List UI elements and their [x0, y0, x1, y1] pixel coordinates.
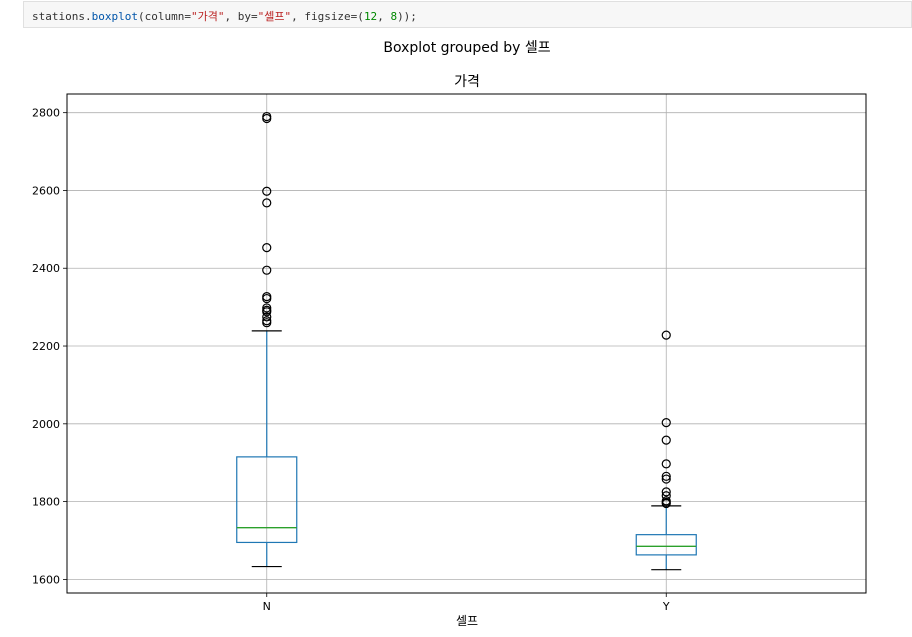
axes-frame: [66, 93, 867, 594]
x-tick-label: Y: [662, 600, 670, 613]
outlier-point: [661, 474, 671, 484]
ticks: 1600 1800 2000 2200 2400 2600 2800 N Y: [32, 107, 670, 613]
y-tick-label: 2200: [32, 340, 60, 353]
outlier-point: [262, 111, 272, 122]
box-group-Y: [635, 330, 697, 571]
y-tick-label: 2800: [32, 107, 60, 120]
outlier-point: [262, 265, 272, 275]
box-iqr: [635, 534, 697, 556]
code-token: , figsize=(: [291, 10, 364, 23]
code-token: 12: [363, 10, 378, 23]
box-iqr: [236, 456, 298, 544]
code-token: 8: [390, 10, 398, 23]
outlier-point: [661, 487, 671, 497]
outlier-point: [661, 330, 671, 340]
code-token: stations.: [32, 10, 92, 23]
code-token: "가격": [190, 10, 225, 23]
outlier-point: [262, 186, 272, 196]
outlier-point: [661, 459, 671, 469]
code-token: "셀프": [257, 10, 292, 23]
x-axis-label: 셀프: [456, 614, 478, 628]
y-tick-label: 2000: [32, 418, 60, 431]
code-token: , by=: [224, 10, 258, 23]
outlier-point: [262, 305, 272, 315]
code-token: ,: [377, 10, 391, 23]
box-group-N: [236, 111, 298, 568]
code-token: (column=: [137, 10, 191, 23]
boxes: [236, 111, 697, 571]
outlier-point: [262, 303, 272, 313]
code-cell[interactable]: stations.boxplot(column="가격", by="셀프", f…: [23, 1, 912, 28]
outlier-point: [262, 243, 272, 253]
y-tick-label: 1600: [32, 573, 60, 586]
y-tick-label: 2600: [32, 184, 60, 197]
code-line[interactable]: stations.boxplot(column="가격", by="셀프", f…: [32, 8, 417, 24]
outlier-point: [262, 198, 272, 208]
code-token: ));: [397, 10, 417, 23]
y-tick-label: 2400: [32, 262, 60, 275]
y-tick-label: 1800: [32, 496, 60, 509]
outlier-point: [262, 292, 272, 302]
chart-title: 가격: [454, 74, 480, 90]
outlier-point: [262, 312, 272, 322]
outlier-point: [661, 496, 671, 506]
outlier-point: [262, 316, 272, 326]
outlier-point: [661, 471, 671, 481]
chart-suptitle: Boxplot grouped by 셀프: [383, 40, 550, 56]
code-token: boxplot: [91, 10, 138, 23]
outlier-point: [661, 418, 671, 428]
outlier-point: [661, 491, 671, 501]
x-tick-label: N: [263, 600, 271, 613]
grid: [67, 94, 866, 593]
outlier-point: [661, 435, 671, 445]
